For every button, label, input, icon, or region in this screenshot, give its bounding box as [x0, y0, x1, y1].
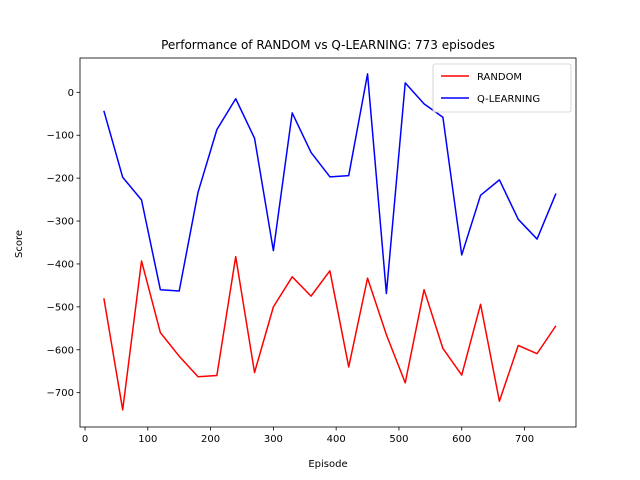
series-line-q-learning — [103, 73, 557, 295]
y-tick-label: −100 — [47, 131, 74, 142]
x-tick-label: 500 — [389, 434, 408, 445]
y-axis-title: Score — [14, 230, 25, 258]
x-tick-label: 600 — [452, 434, 471, 445]
series-line-random — [103, 255, 557, 411]
y-tick-label: −700 — [47, 388, 74, 399]
plot-area: 0 100 200 300 400 500 600 700 0 −100 −200 −300 −400 −… — [47, 57, 577, 445]
y-tick-label: −500 — [47, 302, 74, 313]
x-tick-label: 400 — [327, 434, 346, 445]
y-tick-label: 0 — [68, 88, 74, 99]
y-tick-label: −600 — [47, 345, 74, 356]
axes-frame — [79, 57, 577, 428]
y-tick-label: −200 — [47, 174, 74, 185]
legend-label-q-learning: Q-LEARNING — [477, 94, 540, 105]
x-axis-title: Episode — [308, 459, 347, 470]
legend-label-random: RANDOM — [477, 72, 522, 83]
chart-title: Performance of RANDOM vs Q-LEARNING: 773… — [161, 38, 495, 52]
x-tick-label: 300 — [264, 434, 283, 445]
x-tick-label: 0 — [82, 434, 88, 445]
x-tick-label: 700 — [515, 434, 534, 445]
y-tick-label: −300 — [47, 217, 74, 228]
x-tick-label: 100 — [138, 434, 157, 445]
y-tick-label: −400 — [47, 259, 74, 270]
x-tick-label: 200 — [201, 434, 220, 445]
